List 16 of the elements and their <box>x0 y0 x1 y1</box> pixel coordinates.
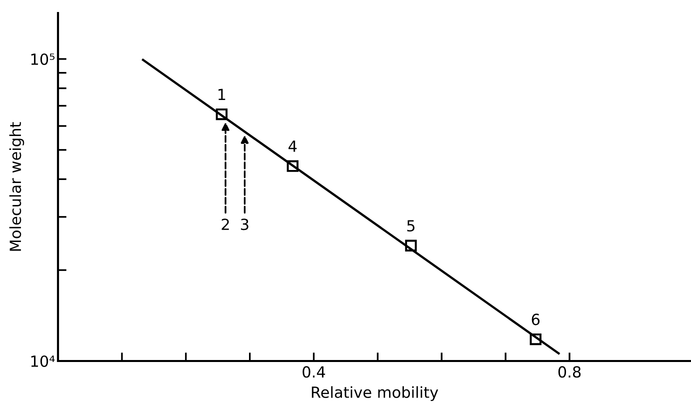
point <box>405 240 417 252</box>
x-tick-label: 0.8 <box>558 366 581 378</box>
annotation: 3 <box>241 218 248 230</box>
annotation: 6 <box>532 314 540 326</box>
point <box>286 160 298 172</box>
point <box>216 108 228 120</box>
annotation: 2 <box>222 218 229 230</box>
y-tick-label: 10⁴ <box>31 355 55 368</box>
annotation: 4 <box>288 140 297 152</box>
y-tick-label: 10⁵ <box>31 53 54 66</box>
annotation: 1 <box>218 88 226 100</box>
x-tick-label: 0.4 <box>302 366 326 378</box>
annotation: 5 <box>407 220 414 232</box>
point <box>530 333 542 346</box>
x-axis-title: Relative mobility <box>312 386 438 401</box>
y-axis-title: Molecular weight <box>9 122 24 251</box>
